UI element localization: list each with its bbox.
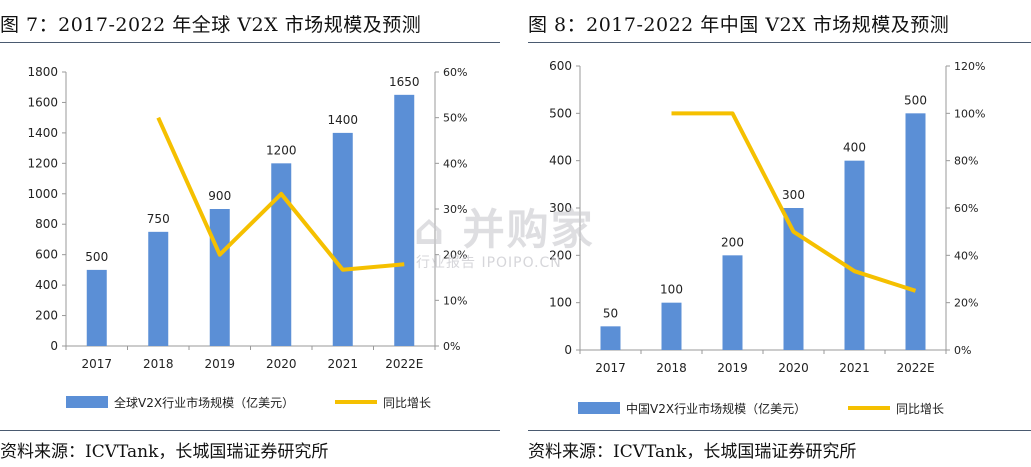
y-left-tick-label: 400: [549, 154, 572, 168]
bar-data-label: 400: [843, 141, 866, 155]
title-rule: [0, 42, 500, 43]
x-tick-label: 2020: [778, 361, 809, 375]
bar-data-label: 200: [721, 235, 744, 249]
y-right-tick-label: 30%: [443, 203, 467, 216]
bar-data-label: 50: [603, 306, 618, 320]
y-left-tick-label: 100: [549, 296, 572, 310]
y-left-tick-label: 600: [35, 248, 58, 262]
source-note: 资料来源：ICVTank，长城国瑞证券研究所: [528, 442, 857, 462]
y-left-tick-label: 200: [35, 309, 58, 323]
y-right-tick-label: 100%: [954, 107, 985, 120]
y-left-tick-label: 1000: [27, 187, 58, 201]
legend-bar-label: 全球V2X行业市场规模（亿美元）: [114, 395, 294, 410]
x-tick-label: 2019: [717, 361, 748, 375]
bar: [722, 255, 743, 350]
y-left-tick-label: 300: [549, 201, 572, 215]
x-tick-label: 2020: [266, 357, 297, 371]
bar: [661, 302, 682, 350]
chart-canvas: 0 200 400 600 800 1000 1200 1400 1600 1800 0% 10% 20…: [27, 65, 467, 410]
bar-data-label: 500: [904, 93, 927, 107]
y-right-tick-label: 120%: [954, 60, 985, 73]
y-left-tick-label: 400: [35, 278, 58, 292]
x-tick-label: 2018: [143, 357, 174, 371]
bar-data-label: 1650: [389, 75, 420, 89]
legend-bar-swatch: [578, 402, 620, 414]
y-left-tick-label: 0: [50, 339, 58, 353]
y-left-tick-label: 1600: [27, 95, 58, 109]
chart-title: 图 7：2017-2022 年全球 V2X 市场规模及预测: [0, 14, 422, 36]
legend-bar-swatch: [66, 396, 108, 408]
y-right-tick-label: 40%: [954, 249, 978, 262]
x-tick-label: 2018: [656, 361, 687, 375]
legend-line-label: 同比增长: [383, 396, 431, 410]
source-rule: [528, 430, 1031, 431]
bar: [332, 132, 353, 346]
bar: [86, 269, 107, 346]
legend-bar-label: 中国V2X行业市场规模（亿美元）: [626, 401, 806, 416]
y-left-tick-label: 1400: [27, 126, 58, 140]
chart-title: 图 8：2017-2022 年中国 V2X 市场规模及预测: [528, 14, 950, 36]
chart-panel-global: 图 7：2017-2022 年全球 V2X 市场规模及预测 0 200 400 600…: [0, 0, 500, 467]
bar-data-label: 300: [782, 188, 805, 202]
bar-data-label: 750: [147, 212, 170, 226]
chart-canvas: 0 100 200 300 400 500 600 0% 20% 40% 60% 80% 100% 120…: [549, 59, 985, 416]
bar: [148, 231, 169, 346]
bar-data-label: 100: [660, 283, 683, 297]
y-right-tick-label: 40%: [443, 157, 467, 170]
x-tick-label: 2021: [327, 357, 358, 371]
bar-data-label: 1200: [266, 143, 297, 157]
source-note: 资料来源：ICVTank，长城国瑞证券研究所: [0, 442, 329, 462]
bar-data-label: 500: [85, 250, 108, 264]
x-tick-label: 2017: [595, 361, 626, 375]
y-left-tick-label: 1800: [27, 65, 58, 79]
y-right-tick-label: 80%: [954, 155, 978, 168]
title-rule: [528, 42, 1031, 43]
y-left-tick-label: 800: [35, 217, 58, 231]
y-right-tick-label: 50%: [443, 112, 467, 125]
legend-line-label: 同比增长: [896, 402, 944, 416]
y-right-tick-label: 60%: [954, 202, 978, 215]
y-right-tick-label: 0%: [954, 344, 971, 357]
y-right-tick-label: 0%: [443, 340, 460, 353]
x-tick-label: 2017: [81, 357, 112, 371]
source-rule: [0, 430, 500, 431]
x-tick-label: 2022E: [385, 357, 423, 371]
bar: [783, 208, 804, 350]
x-tick-label: 2021: [839, 361, 870, 375]
y-left-tick-label: 500: [549, 106, 572, 120]
y-right-tick-label: 20%: [954, 297, 978, 310]
y-left-tick-label: 200: [549, 248, 572, 262]
y-right-tick-label: 60%: [443, 66, 467, 79]
bar: [600, 326, 621, 350]
x-tick-label: 2019: [204, 357, 235, 371]
y-left-tick-label: 600: [549, 59, 572, 73]
y-left-tick-label: 0: [564, 343, 572, 357]
bar-data-label: 1400: [327, 113, 358, 127]
bar: [905, 113, 926, 350]
bar: [394, 94, 415, 346]
bar: [844, 160, 865, 350]
bar: [271, 163, 292, 346]
chart-panel-china: 图 8：2017-2022 年中国 V2X 市场规模及预测 0 100 200 300…: [528, 0, 1031, 467]
y-left-tick-label: 1200: [27, 156, 58, 170]
x-tick-label: 2022E: [896, 361, 934, 375]
y-right-tick-label: 20%: [443, 249, 467, 262]
y-right-tick-label: 10%: [443, 294, 467, 307]
bar-data-label: 900: [208, 189, 231, 203]
bar: [209, 209, 230, 346]
